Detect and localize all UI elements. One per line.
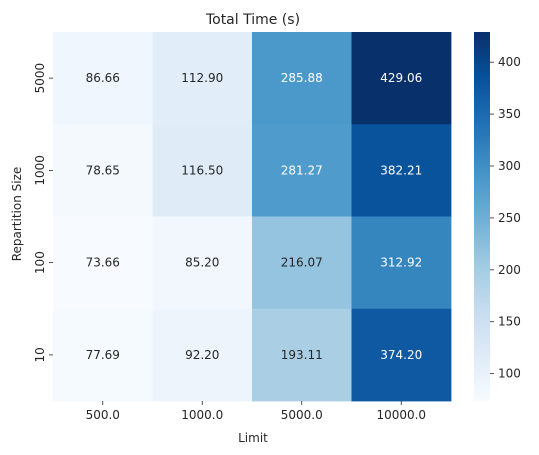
- colorbar: 100 150 200 250 300 350 400: [474, 32, 521, 401]
- heatmap-cells: 86.66 112.90 285.88 429.06 78.65 116.50 281.27…: [53, 32, 452, 402]
- cell-value-label: 382.21: [380, 163, 422, 177]
- heatmap-cell: [53, 216, 153, 310]
- cell-value-label: 77.69: [86, 348, 120, 362]
- heatmap-cell: [53, 124, 153, 217]
- heatmap-cell: [152, 124, 253, 217]
- chart-title: Total Time (s): [205, 12, 300, 28]
- cell-value-label: 281.27: [281, 163, 323, 177]
- heatmap-cell: [351, 216, 452, 310]
- colorbar-tick-label: 300: [498, 159, 521, 173]
- heatmap-cell: [53, 32, 153, 125]
- cell-value-label: 116.50: [181, 163, 223, 177]
- cell-value-label: 78.65: [86, 163, 120, 177]
- y-tick-label: 1000: [33, 155, 47, 186]
- x-tick-label: 5000.0: [281, 408, 323, 422]
- heatmap-cell: [152, 216, 253, 310]
- cell-value-label: 112.90: [181, 71, 223, 85]
- colorbar-ticks: 100 150 200 250 300 350 400: [490, 55, 521, 381]
- cell-value-label: 312.92: [380, 256, 422, 270]
- colorbar-tick-label: 100: [498, 367, 521, 381]
- cell-value-label: 285.88: [281, 71, 323, 85]
- colorbar-tick-label: 350: [498, 107, 521, 121]
- x-tick-label: 1000.0: [181, 408, 223, 422]
- colorbar-tick-label: 400: [498, 55, 521, 69]
- colorbar-tick-label: 150: [498, 315, 521, 329]
- cell-value-label: 92.20: [185, 348, 219, 362]
- heatmap-cell: [252, 124, 352, 217]
- cell-value-label: 86.66: [86, 71, 120, 85]
- y-tick-label: 100: [33, 251, 47, 274]
- heatmap-cell: [252, 32, 352, 125]
- cell-value-label: 374.20: [380, 348, 422, 362]
- y-axis-label: Repartition Size: [10, 167, 24, 262]
- cell-value-label: 85.20: [185, 256, 219, 270]
- heatmap-cell: [252, 308, 352, 402]
- heatmap-cell: [351, 124, 452, 217]
- y-tick-label: 5000: [33, 63, 47, 94]
- cell-value-label: 193.11: [281, 348, 323, 362]
- x-axis-label: Limit: [238, 431, 268, 445]
- y-tick-label: 10: [33, 347, 47, 362]
- heatmap-cell: [53, 308, 153, 402]
- heatmap-cell: [351, 308, 452, 402]
- cell-value-label: 429.06: [380, 71, 422, 85]
- x-axis: 500.0 1000.0 5000.0 10000.0: [86, 401, 426, 422]
- x-tick-label: 10000.0: [376, 408, 426, 422]
- colorbar-tick-label: 200: [498, 263, 521, 277]
- heatmap-cell: [152, 308, 253, 402]
- colorbar-tick-label: 250: [498, 211, 521, 225]
- heatmap-cell: [152, 32, 253, 125]
- cell-value-label: 73.66: [86, 256, 120, 270]
- cell-value-label: 216.07: [281, 256, 323, 270]
- colorbar-gradient: [474, 32, 490, 401]
- x-tick-label: 500.0: [86, 408, 120, 422]
- y-axis: 5000 1000 100 10: [33, 63, 53, 363]
- heatmap-cell: [351, 32, 452, 125]
- heatmap-cell: [252, 216, 352, 310]
